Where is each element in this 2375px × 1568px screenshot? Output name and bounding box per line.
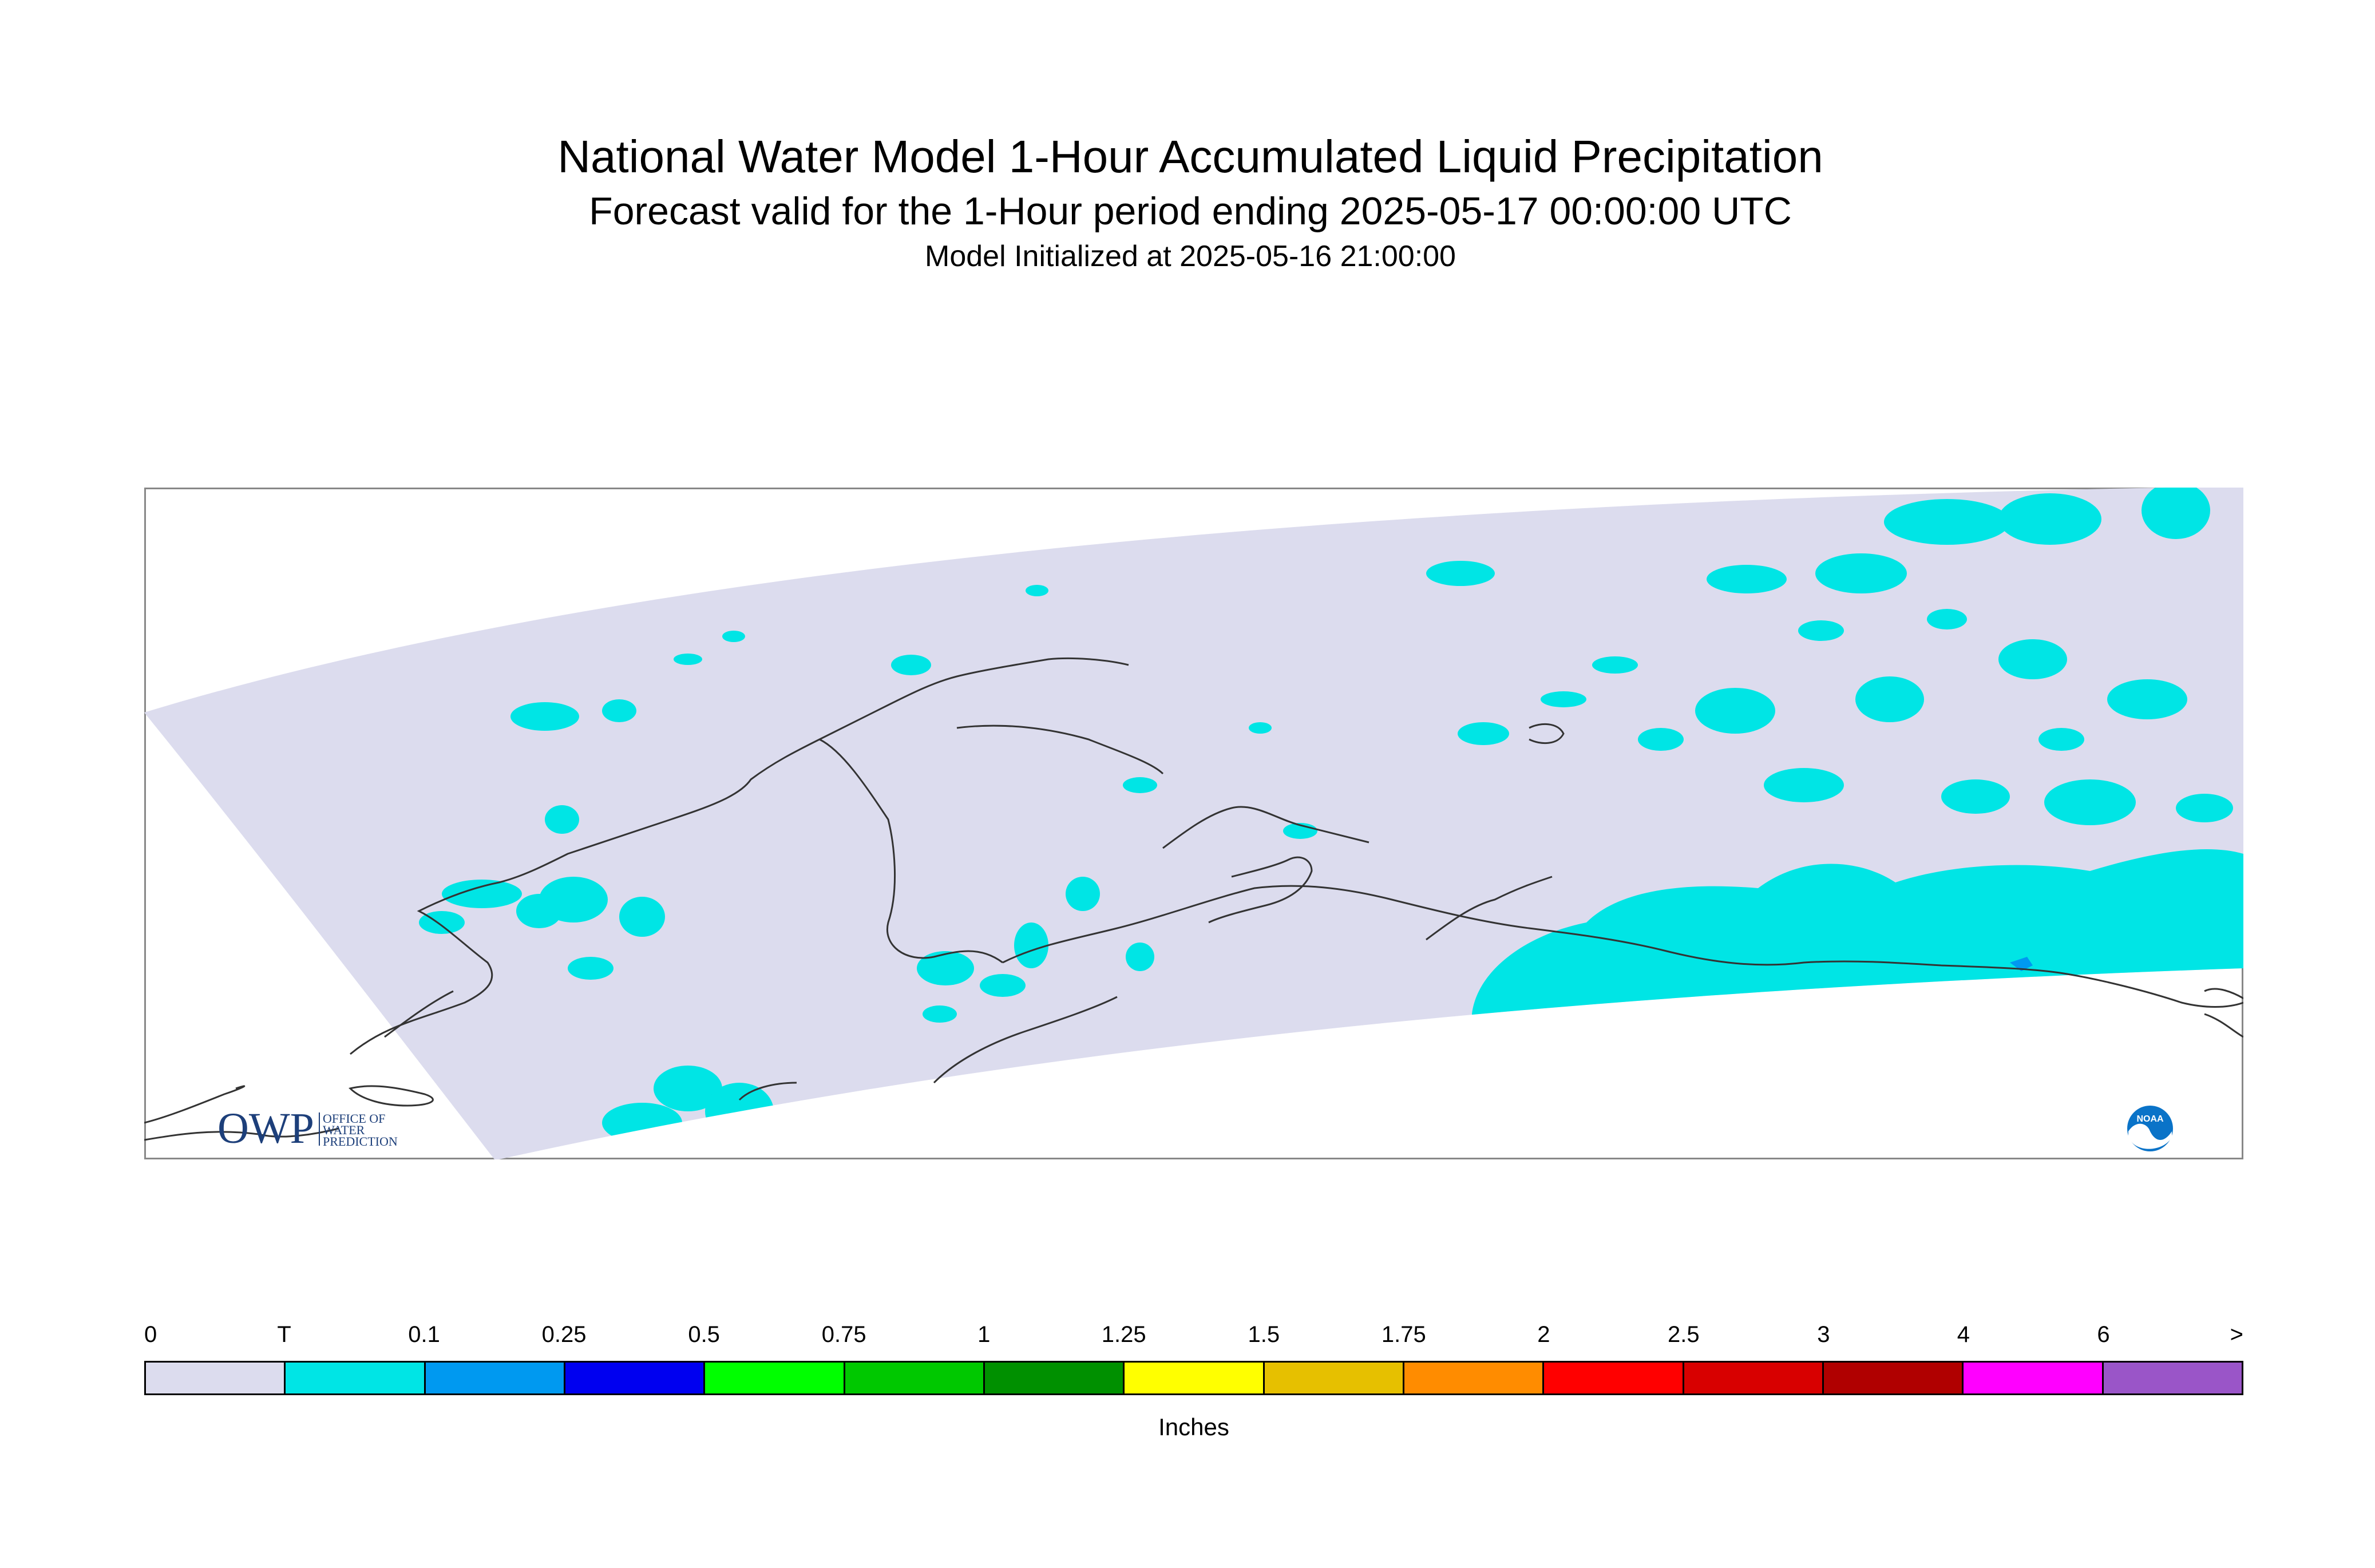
init-time: Model Initialized at 2025-05-16 21:00:00: [925, 240, 1456, 273]
legend-label: 1.25: [1101, 1322, 1146, 1347]
legend-label: >: [2230, 1322, 2243, 1347]
legend-swatch: [1823, 1363, 1964, 1393]
legend-swatch: [1684, 1363, 1824, 1393]
title: National Water Model 1-Hour Accumulated …: [557, 131, 1823, 182]
owp-logo: OWP OFFICE OF WATER PREDICTION: [217, 1104, 398, 1153]
legend-swatch: [2103, 1363, 2242, 1393]
legend-label: 2: [1537, 1322, 1550, 1347]
light-rain-patch: [2010, 957, 2033, 971]
legend-swatch: [565, 1363, 706, 1393]
legend-swatch: [984, 1363, 1125, 1393]
precip-map: OWP OFFICE OF WATER PREDICTION NOAA: [144, 488, 2243, 1159]
legend-label: 4: [1957, 1322, 1970, 1347]
coastlines: [144, 657, 2243, 1141]
legend-swatch: [1404, 1363, 1545, 1393]
legend-swatch: [146, 1363, 286, 1393]
legend-labels: 0 T 0.1 0.25 0.5 0.75 1 1.25 1.5 1.75 2 2.5 3 4 6 >: [144, 1322, 2243, 1356]
legend-label: 0.5: [688, 1322, 720, 1347]
legend-color-bar: [144, 1361, 2243, 1395]
legend-label: 1.75: [1381, 1322, 1426, 1347]
legend-swatch: [425, 1363, 565, 1393]
legend-swatch: [845, 1363, 985, 1393]
legend-swatch: [705, 1363, 845, 1393]
noaa-logo-text: NOAA: [2136, 1114, 2164, 1124]
legend-swatch: [1125, 1363, 1265, 1393]
noaa-logo: NOAA: [2127, 1106, 2173, 1151]
legend-label: 0: [144, 1322, 157, 1347]
legend-swatch: [1964, 1363, 2104, 1393]
legend-label: 1: [977, 1322, 991, 1347]
legend-units: Inches: [1158, 1413, 1229, 1440]
legend-swatch: [1264, 1363, 1404, 1393]
legend-label: T: [277, 1322, 291, 1347]
subtitle: Forecast valid for the 1-Hour period end…: [589, 189, 1792, 233]
legend-swatch: [286, 1363, 426, 1393]
owp-logo-text: OWP: [217, 1104, 314, 1153]
owp-logo-sub1: OFFICE OF: [323, 1111, 385, 1126]
legend-swatch: [1544, 1363, 1684, 1393]
owp-logo-sub2: WATER: [323, 1123, 365, 1137]
legend-label: 0.75: [821, 1322, 866, 1347]
legend-label: 2.5: [1668, 1322, 1700, 1347]
legend-label: 0.1: [408, 1322, 440, 1347]
legend-label: 3: [1817, 1322, 1830, 1347]
legend-label: 0.25: [541, 1322, 587, 1347]
legend-label: 1.5: [1248, 1322, 1280, 1347]
legend-label: 6: [2097, 1322, 2110, 1347]
owp-logo-sub3: PREDICTION: [323, 1134, 398, 1149]
